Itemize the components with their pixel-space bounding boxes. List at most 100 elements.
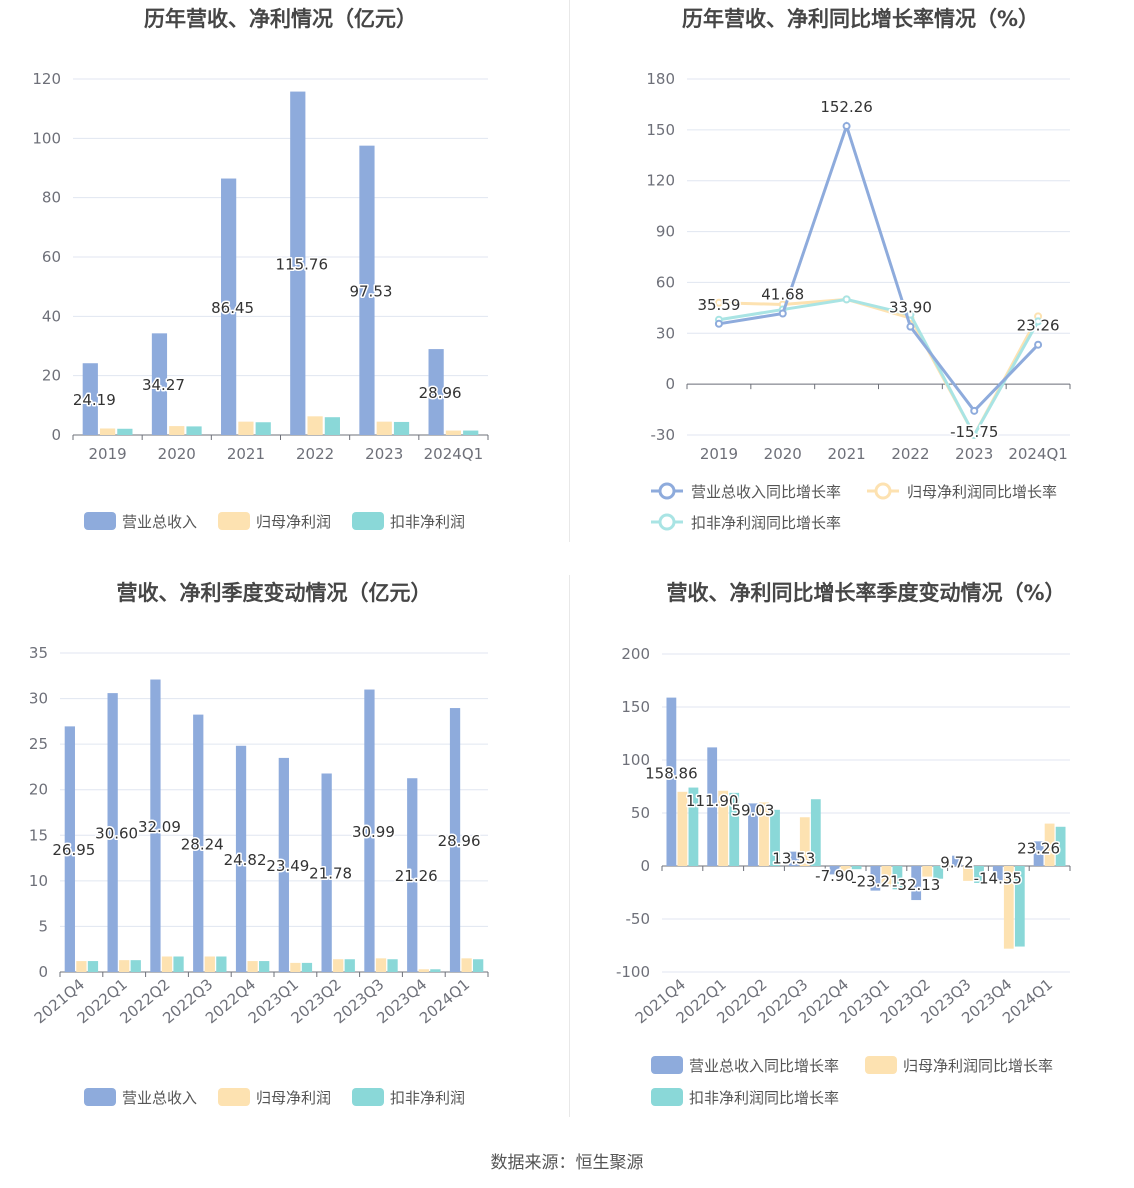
annual-growth-rate-chart: 历年营收、净利同比增长率情况（%） -30 0 30 60 90 120 150 180 2019…	[567, 0, 1134, 574]
bar-扣非净利润	[130, 960, 141, 972]
chart-title: 历年营收、净利情况（亿元）	[144, 7, 417, 31]
point-营业总收入同比增长率	[714, 319, 723, 328]
y-tick-label: 20	[29, 781, 48, 799]
y-tick-label: -100	[616, 963, 650, 981]
legend-label: 归母净利润	[256, 513, 331, 531]
x-tick-label: 2021	[227, 445, 265, 463]
data-label: 111.90	[686, 792, 739, 810]
line-营业总收入同比增长率	[718, 121, 1040, 414]
data-label: 23.49	[266, 857, 309, 875]
data-label: 13.53	[772, 850, 815, 868]
y-tick-label: 0	[51, 426, 61, 444]
bar-归母净利润	[290, 962, 301, 972]
data-label: 30.99	[352, 823, 395, 841]
data-label: 24.19	[73, 391, 116, 409]
legend-label: 营业总收入同比增长率	[691, 483, 841, 501]
y-tick-label: 20	[42, 367, 61, 385]
bar-扣非净利润	[259, 961, 270, 972]
legend-swatch	[218, 512, 250, 530]
bar-扣非净利润	[463, 430, 479, 435]
bar-营业总收入同比增长率	[1033, 841, 1044, 866]
bar-扣非净利润同比增长率	[1055, 826, 1066, 866]
point-扣非净利润同比增长率	[1034, 317, 1043, 326]
y-tick-label: 90	[656, 223, 675, 241]
data-label: -15.75	[950, 423, 998, 441]
y-tick-label: 150	[621, 698, 650, 716]
data-label: 33.90	[889, 299, 932, 317]
x-tick-label: 2020	[158, 445, 196, 463]
bar-营业总收入同比增长率	[992, 866, 1003, 882]
data-label: 24.82	[224, 851, 267, 869]
bar-扣非净利润	[255, 422, 271, 435]
y-tick-label: 5	[38, 917, 48, 935]
y-tick-label: 30	[656, 324, 675, 342]
bar-营业总收入	[428, 349, 444, 435]
vertical-divider-bottom	[569, 575, 570, 1117]
bar-归母净利润	[307, 416, 323, 435]
data-label: -14.35	[974, 869, 1022, 887]
bar-营业总收入同比增长率	[911, 866, 922, 901]
bar-归母净利润	[247, 961, 258, 972]
bar-归母净利润同比增长率	[1003, 866, 1014, 949]
bar-营业总收入	[235, 745, 247, 972]
bar-扣非净利润	[430, 969, 441, 972]
y-tick-label: 0	[38, 963, 48, 981]
bar-归母净利润	[333, 959, 344, 972]
bar-归母净利润同比增长率	[677, 791, 688, 866]
data-label: 9.72	[940, 854, 973, 872]
y-tick-label: 40	[42, 307, 61, 325]
y-tick-label: 25	[29, 735, 48, 753]
data-label: 35.59	[697, 296, 740, 314]
y-tick-label: 120	[32, 70, 61, 88]
bar-营业总收入同比增长率	[952, 855, 962, 866]
annual-revenue-profit-chart: 历年营收、净利情况（亿元） 0 20 40 60 80 100 120 2019 2020 2021…	[0, 0, 567, 574]
line-扣非净利润同比增长率	[718, 297, 1040, 439]
bar-营业总收入	[221, 178, 237, 435]
x-tick-label: 2021	[827, 445, 865, 463]
y-tick-label: 30	[29, 690, 48, 708]
y-tick-label: 120	[646, 172, 675, 190]
bar-营业总收入同比增长率	[748, 803, 758, 866]
bar-归母净利润同比增长率	[799, 817, 810, 866]
bar-营业总收入	[364, 689, 375, 972]
bar-营业总收入	[359, 145, 375, 435]
bar-扣非净利润同比增长率	[974, 866, 984, 883]
y-tick-label: 10	[29, 872, 48, 890]
y-tick-label: 150	[646, 121, 675, 139]
chart-svg: 历年营收、净利同比增长率情况（%） -30 0 30 60 90 120 150 180 2019…	[646, 7, 1071, 532]
data-label: 152.26	[820, 98, 873, 116]
bar-归母净利润	[169, 426, 185, 435]
y-tick-label: 100	[32, 129, 61, 147]
quarterly-growth-rate-chart: 营收、净利同比增长率季度变动情况（%） -100 -50 0 50 100 150 200 20…	[567, 574, 1134, 1148]
bar-归母净利润同比增长率	[881, 866, 892, 888]
bar-扣非净利润	[186, 426, 202, 435]
bar-归母净利润	[418, 969, 429, 972]
bar-归母净利润	[119, 960, 130, 972]
point-营业总收入同比增长率	[778, 309, 787, 318]
bar-营业总收入同比增长率	[788, 851, 799, 866]
y-tick-label: 0	[665, 375, 675, 393]
x-tick-label: 2019	[88, 445, 126, 463]
bar-归母净利润同比增长率	[963, 866, 973, 881]
bar-扣非净利润	[87, 961, 99, 972]
data-label: 28.24	[181, 835, 224, 853]
bar-扣非净利润	[473, 959, 484, 972]
y-tick-label: 50	[631, 804, 650, 822]
data-label: 23.26	[1017, 839, 1060, 857]
bar-营业总收入	[193, 714, 204, 972]
bar-扣非净利润	[324, 417, 340, 435]
legend-label: 扣非净利润同比增长率	[689, 1089, 839, 1107]
legend-marker	[658, 482, 676, 500]
point-营业总收入同比增长率	[970, 406, 979, 415]
x-tick-label: 2022	[296, 445, 334, 463]
bar-扣非净利润同比增长率	[851, 866, 862, 870]
bar-归母净利润	[238, 421, 254, 435]
bar-归母净利润	[376, 421, 392, 435]
bar-扣非净利润同比增长率	[933, 866, 944, 879]
bar-扣非净利润同比增长率	[688, 787, 699, 866]
chart-svg: 营收、净利季度变动情况（亿元）051015202530352021Q42022Q…	[29, 581, 489, 1107]
bar-归母净利润	[99, 428, 116, 435]
bar-营业总收入	[150, 679, 161, 972]
legend-swatch	[352, 512, 384, 530]
bar-扣非净利润	[344, 959, 355, 972]
